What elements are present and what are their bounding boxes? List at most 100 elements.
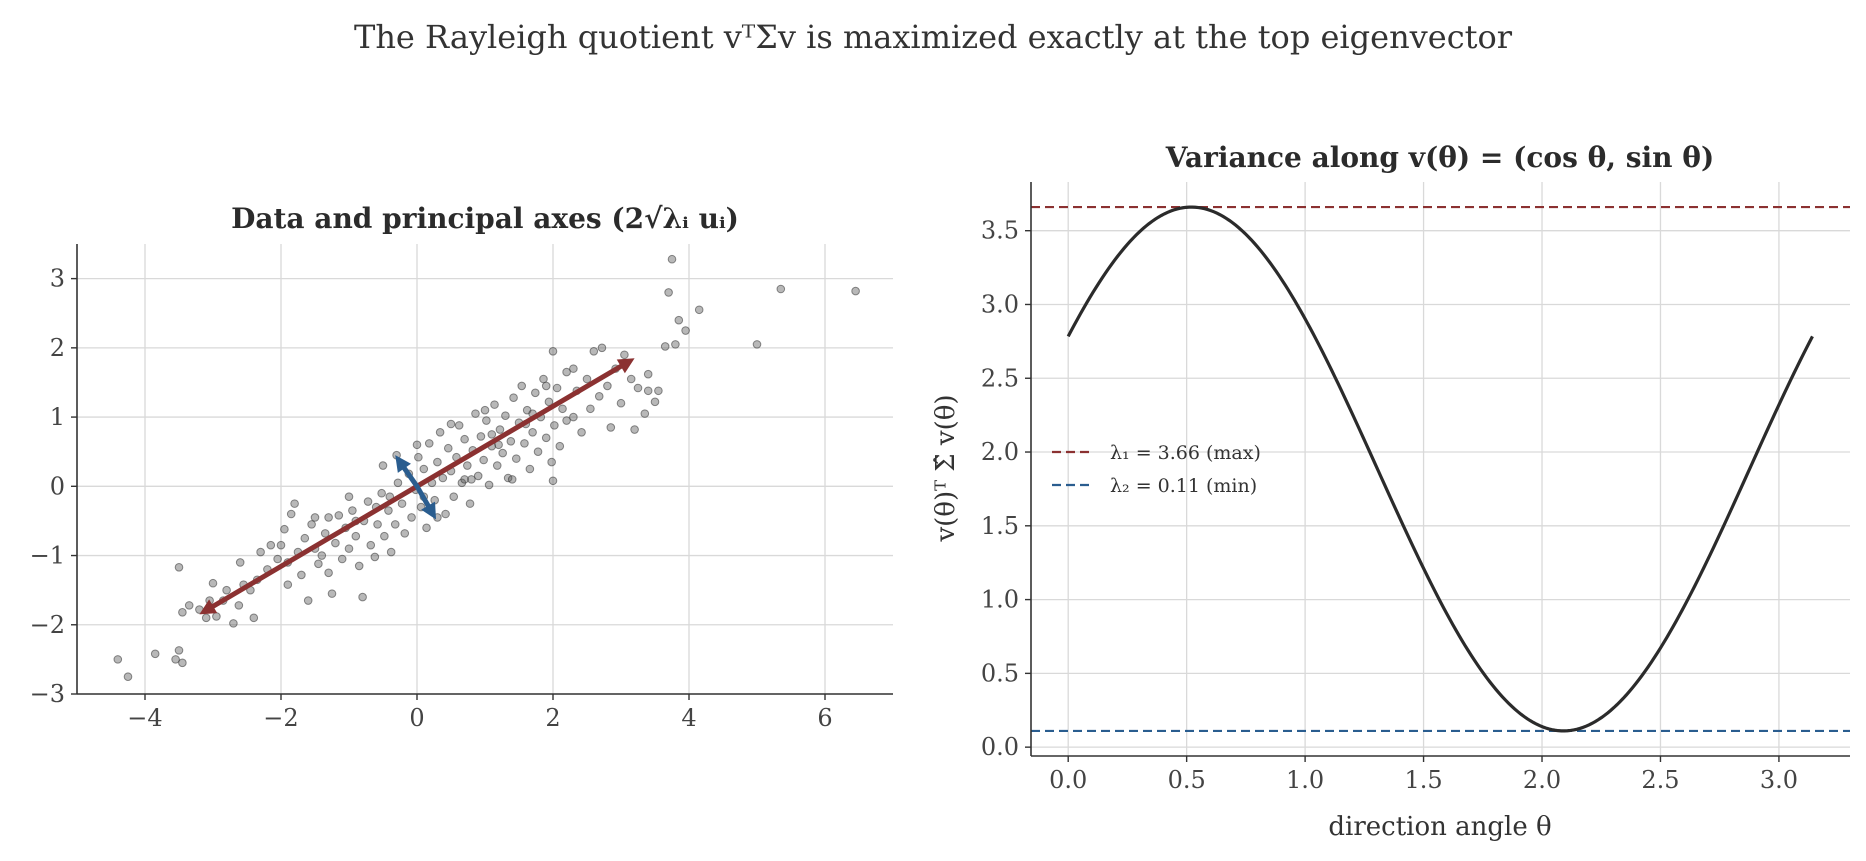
scatter-point [589, 347, 599, 356]
scatter-point [558, 404, 567, 414]
scatter-point [577, 428, 586, 437]
scatter-point [234, 601, 244, 610]
scatter-point [344, 492, 354, 501]
scatter-point [492, 461, 502, 470]
variance-x-tick-label: 2.5 [1641, 766, 1679, 794]
variance-x-tick-label: 1.5 [1404, 766, 1442, 794]
variance-x-tick-label: 3.0 [1760, 766, 1798, 794]
scatter-point [412, 440, 422, 450]
scatter-point [366, 540, 376, 550]
scatter-point [327, 589, 337, 598]
scatter-point [377, 488, 386, 498]
scatter-point [422, 523, 431, 533]
scatter-point [541, 433, 551, 443]
scatter-point [569, 364, 578, 373]
scatter-point [344, 544, 354, 553]
scatter-point [660, 342, 670, 351]
scatter-point [314, 559, 323, 569]
scatter-point [424, 439, 434, 448]
variance-y-tick-label: 2.5 [981, 364, 1019, 392]
variance-y-tick-label: 3.0 [981, 290, 1019, 318]
scatter-point [460, 475, 469, 484]
scatter-point [380, 531, 389, 541]
minor-axis-head [395, 455, 411, 473]
principal-axes [199, 358, 635, 615]
variance-ticks: 0.0 0.5 1.0 1.5 2.0 2.5 3.0 0.0 0.5 1.0 1.5 2.0 2.5 3… [981, 217, 1798, 794]
scatter-point [280, 524, 289, 534]
scatter-x-tick-label: −4 [127, 704, 162, 732]
scatter-point [541, 381, 551, 391]
scatter-point [544, 397, 554, 407]
scatter-point [178, 608, 187, 617]
scatter-point [435, 428, 445, 437]
scatter-point [256, 547, 265, 557]
scatter-point [297, 570, 306, 580]
scatter-point [480, 405, 490, 415]
scatter-point [407, 513, 416, 522]
scatter-point [460, 434, 469, 444]
figure-title: The Rayleigh quotient vᵀΣv is maximized … [354, 18, 1513, 56]
scatter-point [671, 340, 680, 349]
variance-y-tick-label: 3.5 [981, 217, 1019, 245]
variance-x-tick-label: 0.0 [1049, 766, 1087, 794]
scatter-point [370, 552, 380, 562]
scatter-point [482, 416, 491, 425]
scatter-panel-title: Data and principal axes (2√λᵢ uᵢ) [231, 202, 739, 235]
scatter-points [113, 254, 860, 681]
eigenvalue-lines [1031, 205, 1850, 733]
scatter-point [495, 425, 505, 434]
scatter-point [603, 381, 612, 391]
scatter-point [640, 409, 650, 418]
scatter-point [331, 538, 340, 548]
scatter-ticks: −4 −2 0 2 4 6 −3 −2 −1 0 1 2 3 [30, 265, 833, 732]
variance-y-tick-label: 0.0 [981, 733, 1019, 761]
scatter-point [300, 533, 310, 543]
major-axis-shaft [414, 363, 624, 489]
major-axis-shaft [210, 483, 420, 609]
scatter-point [384, 506, 393, 515]
scatter-point [776, 284, 786, 294]
scatter-point [229, 619, 238, 628]
scatter-point [414, 452, 423, 462]
scatter-x-tick-label: −2 [263, 704, 298, 732]
scatter-y-tick-label: 2 [50, 334, 65, 362]
scatter-point [419, 464, 429, 474]
scatter-point [490, 400, 499, 409]
scatter-point [393, 478, 403, 488]
scatter-point [386, 547, 396, 557]
scatter-grid [77, 244, 893, 695]
scatter-point [363, 497, 373, 506]
scatter-point [509, 393, 518, 402]
minor-axis-arrow [414, 483, 437, 520]
scatter-point [517, 381, 527, 391]
scatter-point [351, 531, 361, 541]
variance-y-tick-label: 2.0 [981, 438, 1019, 466]
scatter-point [531, 388, 540, 398]
scatter-point [286, 509, 296, 519]
scatter-x-tick-label: 2 [545, 704, 560, 732]
scatter-point [373, 520, 382, 529]
scatter-point [348, 506, 357, 515]
variance-y-tick-label: 1.5 [981, 512, 1019, 540]
scatter-point [501, 411, 510, 420]
variance-y-tick-label: 1.0 [981, 586, 1019, 614]
scatter-point [123, 672, 133, 681]
scatter-point [694, 305, 704, 315]
variance-x-tick-label: 0.5 [1168, 766, 1206, 794]
scatter-point [471, 409, 480, 418]
scatter-point [283, 580, 293, 589]
variance-y-tick-label: 0.5 [981, 659, 1019, 687]
scatter-point [171, 655, 180, 664]
scatter-y-tick-label: 0 [50, 472, 65, 500]
scatter-point [317, 551, 327, 560]
scatter-point [507, 475, 517, 484]
scatter-point [597, 343, 607, 353]
scatter-point [626, 374, 636, 384]
scatter-point [643, 369, 653, 379]
scatter-point [266, 540, 276, 550]
scatter-point [643, 386, 653, 396]
minor-axis-arrow [395, 455, 420, 489]
scatter-y-tick-label: 3 [50, 265, 65, 293]
scatter-point [400, 529, 410, 538]
